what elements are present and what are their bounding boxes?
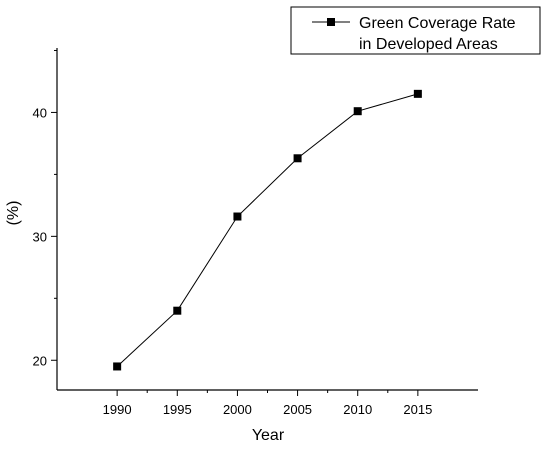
x-tick-label: 2000 bbox=[223, 402, 252, 417]
series-group bbox=[113, 89, 422, 371]
legend-marker-square bbox=[327, 18, 335, 26]
legend: Green Coverage Rate in Developed Areas bbox=[290, 6, 541, 55]
y-axis-label: (%) bbox=[5, 201, 22, 226]
data-point-marker bbox=[173, 306, 182, 315]
y-tick-label: 30 bbox=[33, 229, 47, 244]
x-tick-label: 1990 bbox=[103, 402, 132, 417]
data-point-marker bbox=[353, 107, 362, 116]
series-line bbox=[116, 93, 418, 367]
legend-label-line-2: in Developed Areas bbox=[359, 36, 498, 53]
x-ticks: 1990 1995 2000 2005 2010 2015 bbox=[103, 390, 432, 417]
data-point-marker bbox=[233, 212, 242, 221]
x-tick-label: 2005 bbox=[283, 402, 312, 417]
legend-box bbox=[290, 6, 541, 55]
x-tick-label: 2010 bbox=[343, 402, 372, 417]
x-tick-label: 2015 bbox=[403, 402, 432, 417]
data-point-marker bbox=[413, 89, 422, 98]
legend-label-line-1: Green Coverage Rate bbox=[359, 15, 516, 32]
x-axis-label: Year bbox=[252, 427, 285, 444]
data-point-marker bbox=[293, 154, 302, 163]
x-tick-label: 1995 bbox=[163, 402, 192, 417]
y-tick-label: 40 bbox=[33, 105, 47, 120]
data-point-marker bbox=[113, 362, 122, 371]
y-tick-label: 20 bbox=[33, 353, 47, 368]
y-ticks: 20 30 40 bbox=[33, 49, 57, 368]
axes bbox=[56, 48, 478, 391]
